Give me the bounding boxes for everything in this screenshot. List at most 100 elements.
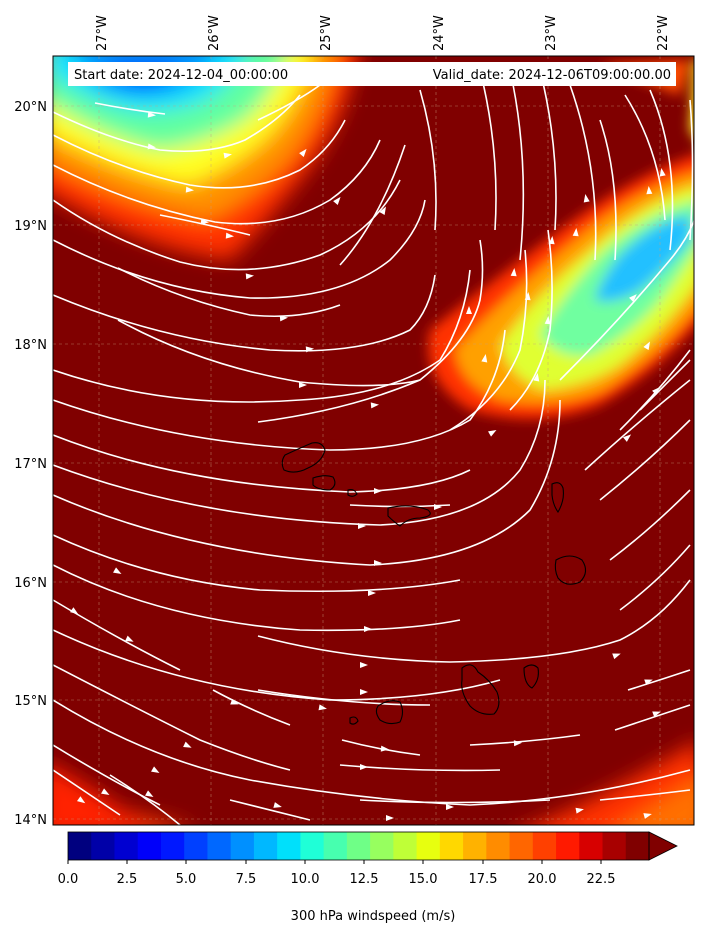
island-brava xyxy=(349,716,359,725)
streamline-arrow xyxy=(200,218,209,225)
colorbar-cell xyxy=(625,832,650,860)
map-frame xyxy=(52,55,695,826)
streamline xyxy=(599,789,691,801)
streamline-arrow xyxy=(548,236,555,245)
streamline xyxy=(559,218,694,381)
island-sao-vicente xyxy=(312,475,336,491)
streamline xyxy=(341,739,421,756)
island-sao-nicolau xyxy=(387,505,431,527)
island-santiago xyxy=(461,664,500,715)
streamline xyxy=(53,119,346,189)
streamline-arrow xyxy=(360,764,368,770)
streamline-arrow xyxy=(644,679,653,686)
streamline-arrow xyxy=(360,662,368,668)
streamline-arrow xyxy=(434,504,442,510)
longitude-labels: 27°W 26°W 25°W 24°W 23°W 22°W xyxy=(95,15,671,51)
streamline-arrow xyxy=(273,802,282,808)
streamline-arrow xyxy=(446,804,454,810)
streamline-arrow xyxy=(279,315,288,322)
streamline xyxy=(53,769,121,816)
streamline-arrow xyxy=(623,434,632,442)
streamline-arrow xyxy=(113,567,122,574)
streamline-arrow xyxy=(125,635,134,642)
lat-label: 14°N xyxy=(14,813,47,828)
streamline-arrow xyxy=(364,626,372,632)
lon-label: 22°W xyxy=(656,15,671,51)
streamline-arrow xyxy=(230,698,239,705)
colorbar xyxy=(68,832,650,860)
lat-label: 15°N xyxy=(14,694,47,709)
colorbar-cell xyxy=(277,832,301,860)
colorbar-label: 300 hPa windspeed (m/s) xyxy=(291,909,456,924)
streamline xyxy=(94,102,166,115)
streamline-arrow xyxy=(481,354,488,363)
streamline xyxy=(53,629,501,701)
streamline xyxy=(569,84,597,261)
colorbar-tick-label: 10.0 xyxy=(291,872,320,887)
streamline xyxy=(53,139,381,225)
colorbar-cell xyxy=(370,832,394,860)
streamline-arrow xyxy=(466,306,472,314)
streamline xyxy=(609,489,691,561)
streamline-arrow xyxy=(77,796,86,804)
streamline-arrow xyxy=(510,268,517,277)
colorbar-frame xyxy=(67,831,650,861)
streamline xyxy=(339,764,501,772)
streamline-arrow xyxy=(299,148,307,157)
colorbar-cell xyxy=(393,832,418,860)
coastlines xyxy=(281,442,587,725)
streamline-arrow xyxy=(488,430,497,437)
streamline xyxy=(449,249,528,431)
streamline xyxy=(53,399,561,566)
streamline xyxy=(639,359,691,411)
streamline xyxy=(53,564,461,632)
colorbar-ticks: 0.0 2.5 5.0 7.5 10.0 12.5 15.0 17.5 20.0… xyxy=(58,860,615,887)
lon-label: 26°W xyxy=(207,15,222,51)
streamline-arrow xyxy=(245,273,254,280)
valid-date-label: Valid_date: 2024-12-06T09:00:00.00 xyxy=(433,68,671,83)
streamline xyxy=(53,329,506,451)
streamline xyxy=(53,94,301,153)
streamline-arrow xyxy=(380,745,389,752)
lon-label: 24°W xyxy=(432,15,447,51)
colorbar-tick-label: 15.0 xyxy=(409,872,438,887)
lat-label: 18°N xyxy=(14,338,47,353)
colorbar-cell xyxy=(160,832,185,860)
streamline-arrow xyxy=(370,402,379,409)
colorbar-cell xyxy=(114,832,139,860)
lon-label: 23°W xyxy=(544,15,559,51)
streamline-arrow xyxy=(374,488,382,494)
streamline xyxy=(624,94,666,221)
streamline-arrow xyxy=(145,790,154,797)
streamline xyxy=(53,599,181,671)
colorbar-cell xyxy=(579,832,604,860)
streamline xyxy=(614,704,691,731)
streamline xyxy=(53,269,471,403)
lon-label: 27°W xyxy=(95,15,110,51)
streamline xyxy=(159,214,251,236)
latitude-labels: 20°N 19°N 18°N 17°N 16°N 15°N 14°N xyxy=(14,100,47,828)
streamline xyxy=(619,544,691,611)
colorbar-cell xyxy=(323,832,348,860)
streamline-arrows xyxy=(70,111,666,821)
streamline-arrow xyxy=(544,316,551,325)
streamline-arrow xyxy=(629,294,637,302)
streamline xyxy=(53,199,426,299)
streamline xyxy=(509,69,525,261)
colorbar-cell xyxy=(184,832,209,860)
streamline-arrow xyxy=(318,704,327,711)
colorbar-tick-label: 17.5 xyxy=(469,872,498,887)
windspeed-field xyxy=(53,56,694,825)
colorbar-cell xyxy=(509,832,534,860)
streamline-arrow xyxy=(572,228,579,237)
colorbar-tick-label: 2.5 xyxy=(117,872,138,887)
colorbar-tick-label: 5.0 xyxy=(176,872,197,887)
streamline-arrow xyxy=(643,813,652,819)
island-santo-antao xyxy=(281,442,326,473)
streamline-arrow xyxy=(183,741,192,748)
streamline-arrow xyxy=(151,766,160,773)
streamline xyxy=(53,379,546,526)
streamline xyxy=(539,69,557,231)
start-date-label: Start date: 2024-12-04_00:00:00 xyxy=(74,68,288,83)
colorbar-cell xyxy=(532,832,557,860)
